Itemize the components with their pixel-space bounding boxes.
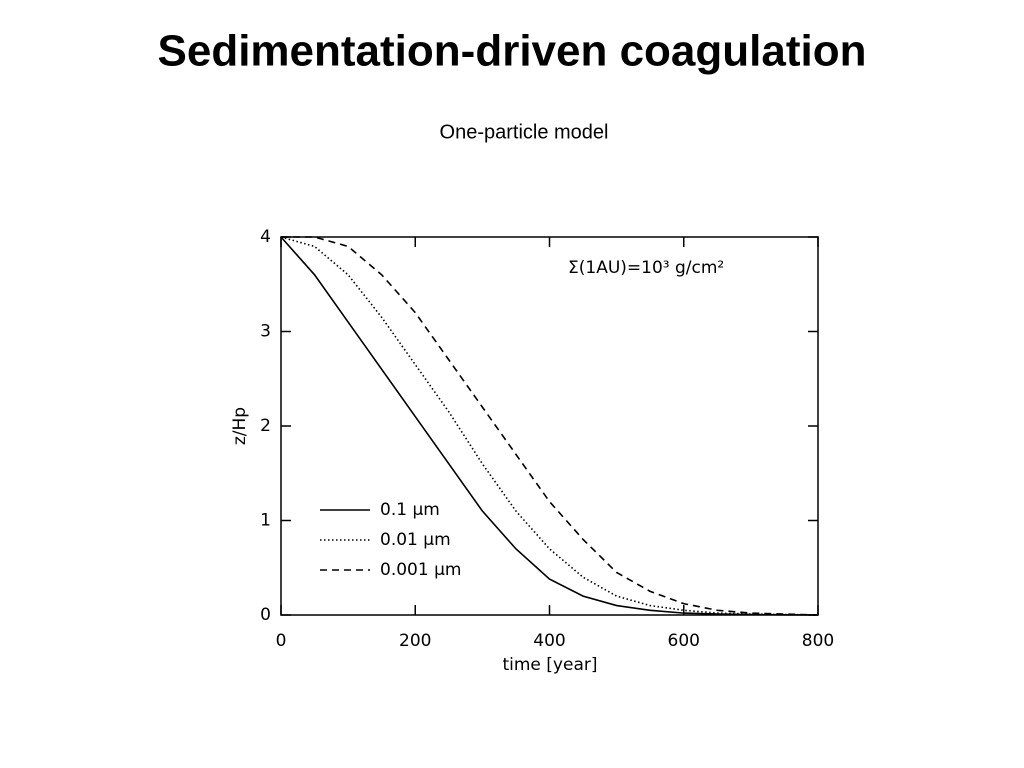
y-tick-label: 4 bbox=[260, 227, 271, 247]
series-line bbox=[280, 236, 819, 616]
y-tick-label: 1 bbox=[260, 511, 271, 531]
plot-frame bbox=[280, 236, 819, 616]
slide-title: Sedimentation-driven coagulation bbox=[158, 27, 867, 76]
series-line bbox=[281, 236, 819, 616]
y-tick-label: 0 bbox=[260, 605, 271, 625]
x-tick-label: 800 bbox=[802, 631, 834, 651]
annotation: Σ(1AU)=10³ g/cm² bbox=[568, 258, 724, 278]
legend-label: 0.1 μm bbox=[380, 500, 440, 520]
legend-label: 0.01 μm bbox=[380, 530, 451, 550]
x-tick-label: 0 bbox=[276, 631, 287, 651]
series-line bbox=[280, 236, 819, 616]
legend-label: 0.001 μm bbox=[380, 560, 461, 580]
slide-subtitle: One-particle model bbox=[440, 121, 609, 143]
x-tick-label: 600 bbox=[668, 631, 700, 651]
y-tick-label: 3 bbox=[260, 322, 271, 342]
y-tick-label: 2 bbox=[260, 416, 271, 436]
y-axis-label: z/Hp bbox=[230, 407, 250, 445]
x-tick-label: 200 bbox=[399, 631, 431, 651]
x-axis-label: time [year] bbox=[502, 655, 597, 675]
x-tick-label: 400 bbox=[533, 631, 565, 651]
